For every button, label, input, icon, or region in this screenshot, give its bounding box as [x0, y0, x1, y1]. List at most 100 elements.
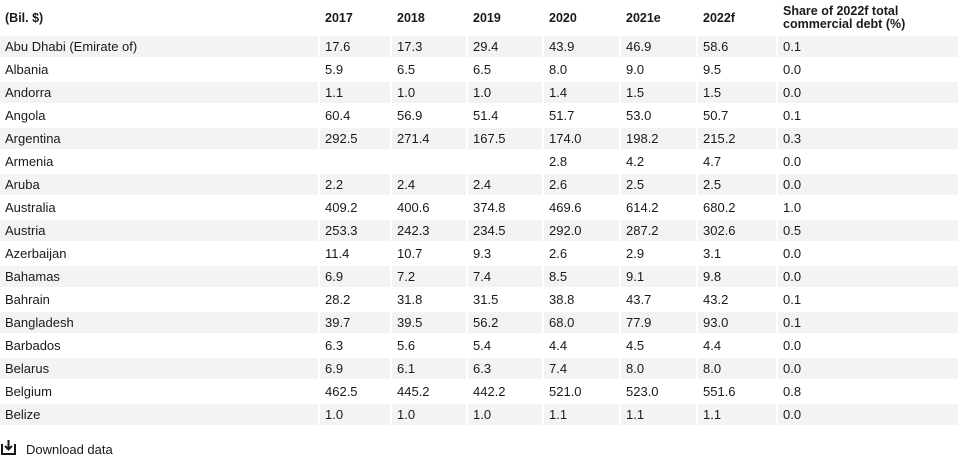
value-cell: 215.2: [698, 128, 778, 151]
value-cell: 271.4: [392, 128, 468, 151]
value-cell: 6.3: [320, 335, 392, 358]
value-cell: 7.4: [468, 266, 544, 289]
value-cell: 29.4: [468, 36, 544, 59]
value-cell: 680.2: [698, 197, 778, 220]
table-row: Albania 5.9 6.5 6.5 8.0 9.0 9.5 0.0: [0, 59, 960, 82]
value-cell: 39.7: [320, 312, 392, 335]
value-cell: 8.0: [544, 59, 621, 82]
value-cell: 242.3: [392, 220, 468, 243]
data-table-container: (Bil. $) 2017 2018 2019 2020 2021e 2022f Share …: [0, 0, 960, 427]
value-cell: 50.7: [698, 105, 778, 128]
value-cell: 1.5: [621, 82, 698, 105]
value-cell: 2.9: [621, 243, 698, 266]
row-label-cell: Australia: [0, 197, 320, 220]
value-cell: 1.0: [468, 82, 544, 105]
value-cell: 6.9: [320, 266, 392, 289]
value-cell: 2.6: [544, 174, 621, 197]
value-cell: 302.6: [698, 220, 778, 243]
value-cell: 0.0: [778, 151, 960, 174]
value-cell: 58.6: [698, 36, 778, 59]
value-cell: 6.1: [392, 358, 468, 381]
row-label-cell: Aruba: [0, 174, 320, 197]
value-cell: 462.5: [320, 381, 392, 404]
value-cell: 0.0: [778, 335, 960, 358]
value-cell: 5.6: [392, 335, 468, 358]
value-cell: 6.9: [320, 358, 392, 381]
value-cell: 6.5: [392, 59, 468, 82]
value-cell: 0.5: [778, 220, 960, 243]
table-row: Andorra 1.1 1.0 1.0 1.4 1.5 1.5 0.0: [0, 82, 960, 105]
value-cell: 9.1: [621, 266, 698, 289]
value-cell: 93.0: [698, 312, 778, 335]
column-header: 2022f: [698, 0, 778, 36]
value-cell: 0.1: [778, 105, 960, 128]
table-row: Armenia 2.8 4.2 4.7 0.0: [0, 151, 960, 174]
value-cell: 0.1: [778, 312, 960, 335]
value-cell: 0.0: [778, 243, 960, 266]
value-cell: 4.4: [544, 335, 621, 358]
value-cell: 11.4: [320, 243, 392, 266]
commercial-debt-table: (Bil. $) 2017 2018 2019 2020 2021e 2022f Share …: [0, 0, 960, 427]
value-cell: 5.4: [468, 335, 544, 358]
row-label-cell: Albania: [0, 59, 320, 82]
value-cell: 9.5: [698, 59, 778, 82]
value-cell: 1.1: [544, 404, 621, 427]
value-cell: 3.1: [698, 243, 778, 266]
value-cell: 0.3: [778, 128, 960, 151]
value-cell: 0.0: [778, 358, 960, 381]
table-row: Azerbaijan 11.4 10.7 9.3 2.6 2.9 3.1 0.0: [0, 243, 960, 266]
table-header-row: (Bil. $) 2017 2018 2019 2020 2021e 2022f Share …: [0, 0, 960, 36]
download-data-button[interactable]: Download data: [0, 439, 113, 459]
value-cell: 9.8: [698, 266, 778, 289]
download-data-label[interactable]: Download data: [26, 441, 113, 457]
value-cell: 198.2: [621, 128, 698, 151]
value-cell: 9.0: [621, 59, 698, 82]
value-cell: 8.5: [544, 266, 621, 289]
row-label-cell: Bahamas: [0, 266, 320, 289]
download-icon: [0, 439, 26, 459]
value-cell: 39.5: [392, 312, 468, 335]
value-cell: 51.7: [544, 105, 621, 128]
table-row: Aruba 2.2 2.4 2.4 2.6 2.5 2.5 0.0: [0, 174, 960, 197]
row-label-cell: Bangladesh: [0, 312, 320, 335]
value-cell: 4.7: [698, 151, 778, 174]
value-cell: 31.5: [468, 289, 544, 312]
row-label-cell: Bahrain: [0, 289, 320, 312]
value-cell: 292.0: [544, 220, 621, 243]
value-cell: 4.5: [621, 335, 698, 358]
value-cell: 1.1: [698, 404, 778, 427]
row-label-cell: Angola: [0, 105, 320, 128]
value-cell: 31.8: [392, 289, 468, 312]
table-row: Bahrain 28.2 31.8 31.5 38.8 43.7 43.2 0.1: [0, 289, 960, 312]
value-cell: 4.4: [698, 335, 778, 358]
value-cell: 7.2: [392, 266, 468, 289]
value-cell: [320, 151, 392, 174]
value-cell: 174.0: [544, 128, 621, 151]
row-label-cell: Belarus: [0, 358, 320, 381]
value-cell: 0.8: [778, 381, 960, 404]
value-cell: 1.0: [392, 82, 468, 105]
value-cell: 442.2: [468, 381, 544, 404]
row-label-cell: Austria: [0, 220, 320, 243]
value-cell: 1.0: [468, 404, 544, 427]
value-cell: 1.0: [778, 197, 960, 220]
value-cell: 0.1: [778, 36, 960, 59]
row-label-cell: Andorra: [0, 82, 320, 105]
table-row: Bangladesh 39.7 39.5 56.2 68.0 77.9 93.0 0.1: [0, 312, 960, 335]
value-cell: 2.4: [392, 174, 468, 197]
column-header: 2021e: [621, 0, 698, 36]
value-cell: 8.0: [698, 358, 778, 381]
value-cell: 1.5: [698, 82, 778, 105]
table-body: Abu Dhabi (Emirate of) 17.6 17.3 29.4 43.9 46…: [0, 36, 960, 427]
row-label-cell: Belgium: [0, 381, 320, 404]
row-label-cell: Azerbaijan: [0, 243, 320, 266]
value-cell: 17.6: [320, 36, 392, 59]
value-cell: 2.6: [544, 243, 621, 266]
column-header: Share of 2022f total commercial debt (%): [778, 0, 960, 36]
value-cell: 77.9: [621, 312, 698, 335]
value-cell: 445.2: [392, 381, 468, 404]
value-cell: 0.1: [778, 289, 960, 312]
value-cell: 0.0: [778, 59, 960, 82]
row-label-cell: Abu Dhabi (Emirate of): [0, 36, 320, 59]
row-label-cell: Argentina: [0, 128, 320, 151]
